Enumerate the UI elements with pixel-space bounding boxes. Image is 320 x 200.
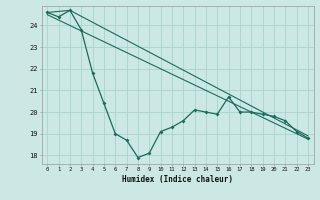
X-axis label: Humidex (Indice chaleur): Humidex (Indice chaleur) — [122, 175, 233, 184]
